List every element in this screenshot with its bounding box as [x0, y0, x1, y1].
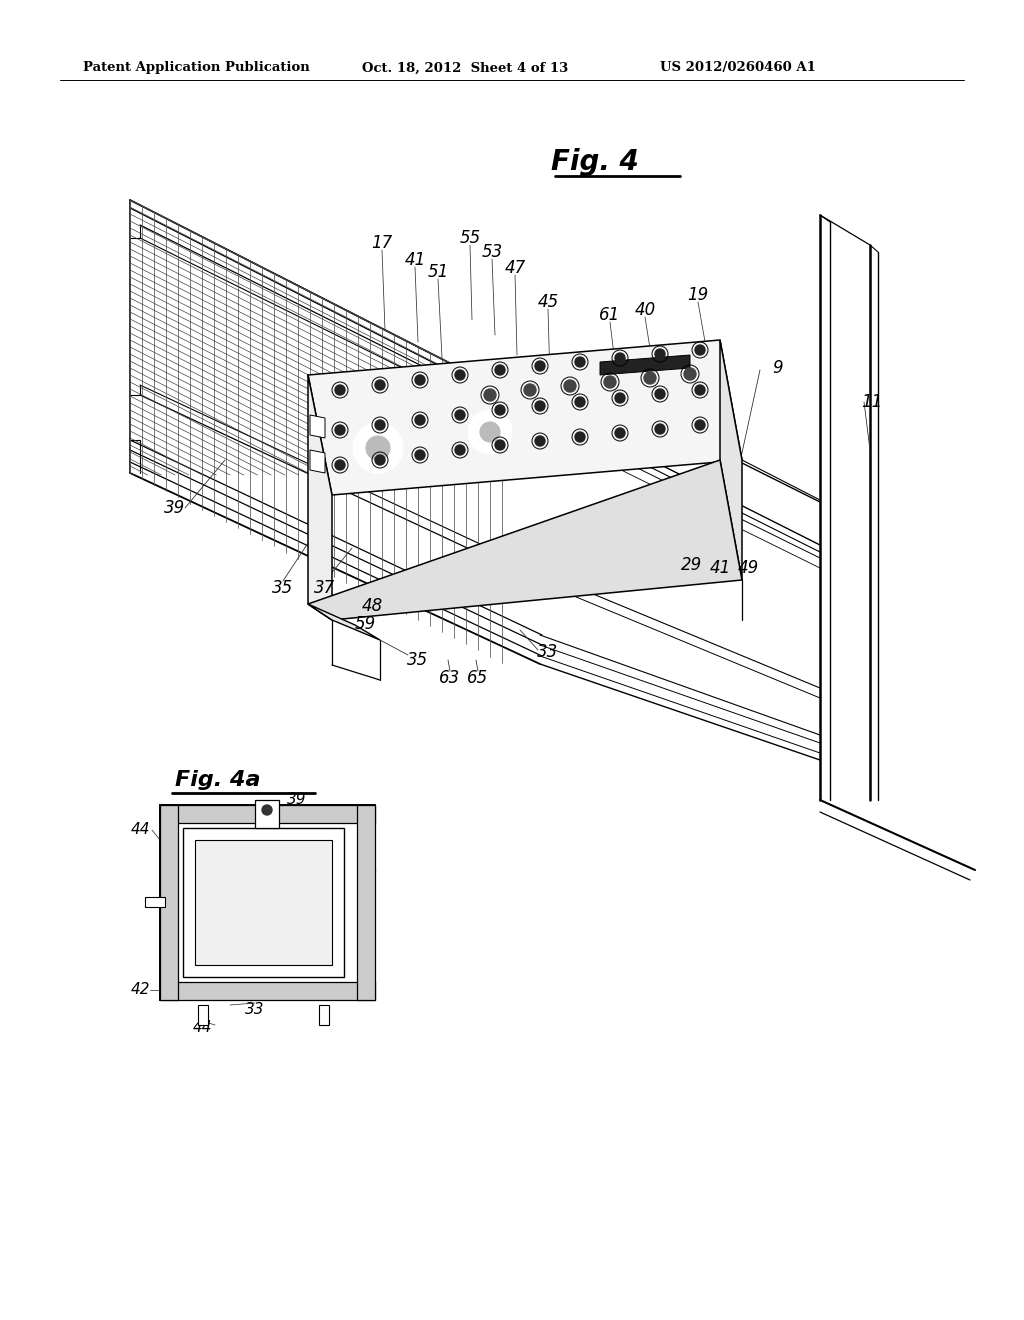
Text: 45: 45 — [538, 293, 559, 312]
Circle shape — [615, 428, 625, 438]
Text: 63: 63 — [439, 669, 461, 686]
Text: 29: 29 — [681, 556, 702, 574]
Text: 53: 53 — [481, 243, 503, 261]
Circle shape — [262, 805, 272, 814]
Circle shape — [480, 422, 500, 442]
Text: 9: 9 — [773, 359, 783, 378]
Circle shape — [375, 420, 385, 430]
Text: Fig. 4: Fig. 4 — [551, 148, 639, 176]
Circle shape — [484, 389, 496, 401]
Text: 44: 44 — [193, 1020, 212, 1035]
Text: 42: 42 — [130, 982, 150, 998]
Circle shape — [695, 420, 705, 430]
Circle shape — [695, 385, 705, 395]
Circle shape — [575, 432, 585, 442]
Text: 17: 17 — [372, 234, 392, 252]
Circle shape — [655, 389, 665, 399]
Polygon shape — [160, 805, 375, 822]
Polygon shape — [357, 805, 375, 1001]
Circle shape — [335, 385, 345, 395]
Circle shape — [495, 440, 505, 450]
Polygon shape — [310, 450, 325, 473]
Text: Fig. 4a: Fig. 4a — [175, 770, 261, 789]
Polygon shape — [160, 805, 178, 1001]
Text: 33: 33 — [538, 643, 559, 661]
Text: 40: 40 — [635, 301, 655, 319]
Text: 35: 35 — [272, 579, 294, 597]
Polygon shape — [255, 800, 279, 828]
Circle shape — [615, 393, 625, 403]
Text: 59: 59 — [354, 615, 376, 634]
Circle shape — [468, 411, 512, 454]
Circle shape — [415, 414, 425, 425]
Polygon shape — [308, 341, 742, 495]
Text: 41: 41 — [404, 251, 426, 269]
Polygon shape — [308, 375, 332, 620]
Circle shape — [535, 436, 545, 446]
Circle shape — [415, 450, 425, 459]
Text: 61: 61 — [599, 306, 621, 323]
Polygon shape — [308, 605, 380, 640]
Text: 47: 47 — [505, 259, 525, 277]
Text: 11: 11 — [861, 393, 883, 411]
Circle shape — [335, 425, 345, 436]
Circle shape — [655, 348, 665, 359]
Circle shape — [375, 380, 385, 389]
Polygon shape — [319, 1005, 329, 1026]
Circle shape — [415, 375, 425, 385]
Circle shape — [495, 366, 505, 375]
Text: 39: 39 — [165, 499, 185, 517]
Polygon shape — [600, 355, 690, 375]
Polygon shape — [198, 1005, 208, 1026]
Text: US 2012/0260460 A1: US 2012/0260460 A1 — [660, 62, 816, 74]
Circle shape — [575, 356, 585, 367]
Text: Patent Application Publication: Patent Application Publication — [83, 62, 309, 74]
Circle shape — [695, 345, 705, 355]
Polygon shape — [308, 459, 742, 620]
Text: 35: 35 — [302, 953, 322, 968]
Text: 39: 39 — [288, 792, 307, 808]
Circle shape — [655, 424, 665, 434]
Circle shape — [684, 368, 696, 380]
Polygon shape — [160, 982, 375, 1001]
Polygon shape — [145, 898, 165, 907]
Text: 65: 65 — [467, 669, 488, 686]
Text: 37: 37 — [288, 970, 308, 986]
Text: Oct. 18, 2012  Sheet 4 of 13: Oct. 18, 2012 Sheet 4 of 13 — [362, 62, 568, 74]
Circle shape — [455, 445, 465, 455]
Text: 37: 37 — [358, 870, 378, 886]
Circle shape — [375, 455, 385, 465]
Text: 33: 33 — [246, 1002, 265, 1018]
Polygon shape — [160, 805, 375, 1001]
Circle shape — [524, 384, 536, 396]
Circle shape — [535, 360, 545, 371]
Circle shape — [335, 459, 345, 470]
Text: 41: 41 — [348, 847, 368, 862]
Text: 49: 49 — [737, 558, 759, 577]
Text: 55: 55 — [460, 228, 480, 247]
Circle shape — [644, 372, 656, 384]
Text: 51: 51 — [427, 263, 449, 281]
Circle shape — [366, 436, 390, 459]
Circle shape — [535, 401, 545, 411]
Circle shape — [575, 397, 585, 407]
Circle shape — [495, 405, 505, 414]
Text: 41: 41 — [710, 558, 731, 577]
Text: 44: 44 — [130, 822, 150, 837]
Circle shape — [455, 370, 465, 380]
Text: 35: 35 — [408, 651, 429, 669]
Polygon shape — [195, 840, 332, 965]
Polygon shape — [310, 414, 325, 438]
Circle shape — [615, 352, 625, 363]
Circle shape — [604, 376, 616, 388]
Text: 19: 19 — [687, 286, 709, 304]
Polygon shape — [720, 341, 742, 579]
Circle shape — [353, 422, 403, 473]
Text: 48: 48 — [361, 597, 383, 615]
Text: 37: 37 — [314, 579, 336, 597]
Polygon shape — [183, 828, 344, 977]
Circle shape — [455, 411, 465, 420]
Circle shape — [564, 380, 575, 392]
